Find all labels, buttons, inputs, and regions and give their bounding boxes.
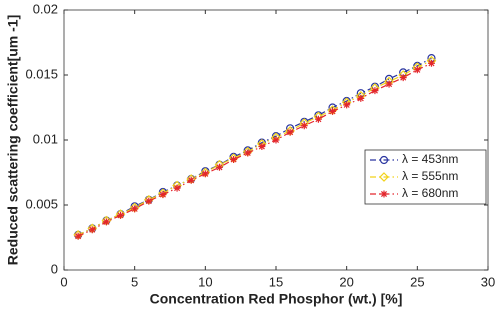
marker [173,184,181,192]
marker [74,232,82,240]
x-tick-label: 15 [269,274,283,289]
marker [314,115,322,123]
y-tick-label: 0.015 [25,66,58,81]
marker [286,128,294,136]
marker [357,94,365,102]
y-tick-label: 0.02 [33,1,58,16]
legend-label: λ = 453nm [402,152,458,166]
y-axis-label: Reduced scattering coefficient[um -1] [5,15,21,266]
legend-label: λ = 680nm [402,186,458,200]
legend-marker [380,190,388,198]
marker [88,226,96,234]
legend-marker [379,172,389,182]
marker [215,163,223,171]
marker [329,107,337,115]
series-line [77,62,432,237]
y-tick-label: 0.01 [33,131,58,146]
marker [385,80,393,88]
x-tick-label: 20 [339,274,353,289]
x-axis-label: Concentration Red Phosphor (wt.) [%] [150,291,403,307]
marker [343,101,351,109]
marker [201,170,209,178]
marker [145,197,153,205]
x-tick-label: 0 [60,274,67,289]
marker [230,156,238,163]
marker [399,74,407,82]
x-tick-label: 5 [131,274,138,289]
marker [413,66,421,74]
marker [131,205,139,213]
x-tick-label: 30 [481,274,495,289]
marker [272,136,280,144]
y-tick-label: 0 [51,261,58,276]
x-tick-label: 10 [198,274,212,289]
marker [258,143,266,150]
marker [300,122,308,130]
marker [159,191,167,199]
marker [102,218,110,226]
y-tick-label: 0.005 [25,196,58,211]
legend-label: λ = 555nm [402,169,458,183]
marker [117,211,125,219]
marker [244,149,252,157]
marker [371,87,379,95]
marker [427,59,435,67]
x-tick-label: 25 [410,274,424,289]
marker [187,176,195,184]
legend-marker [379,155,389,165]
